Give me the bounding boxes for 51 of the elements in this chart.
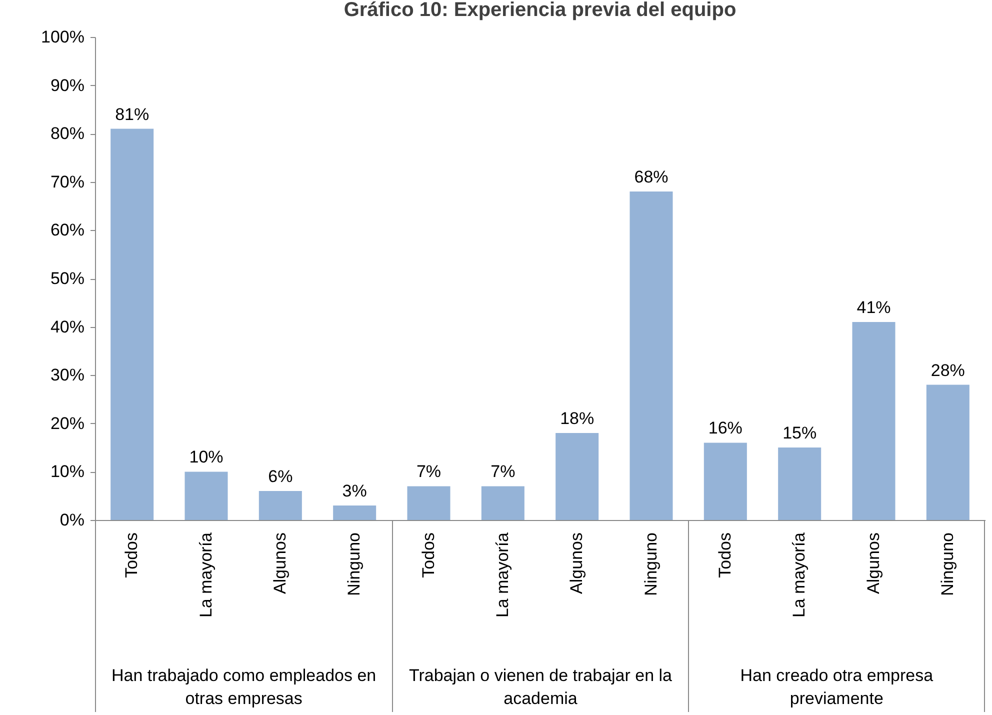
text: Trabajan o vienen de trabajar en la academia xyxy=(408,666,672,708)
x-tick-label: Ninguno xyxy=(344,532,364,596)
x-tick-label: La mayoría xyxy=(492,532,512,618)
data-label: 3% xyxy=(342,482,367,501)
x-tick-label: Algunos xyxy=(270,532,290,594)
x-tick-label: Ninguno xyxy=(641,532,660,596)
y-tick-label: 40% xyxy=(50,317,84,336)
bar xyxy=(556,433,599,520)
data-label: 6% xyxy=(268,467,293,486)
y-tick-label: 30% xyxy=(50,366,84,385)
bar xyxy=(481,486,524,520)
bar xyxy=(704,442,747,520)
bar xyxy=(184,472,228,520)
y-tick-label: 20% xyxy=(50,414,84,433)
y-tick-label: 50% xyxy=(50,269,84,288)
bar xyxy=(407,486,450,520)
data-label: 15% xyxy=(782,424,817,443)
data-label: 41% xyxy=(856,298,891,317)
data-label: 28% xyxy=(930,360,965,380)
bar xyxy=(110,128,154,520)
x-tick-label: La mayoría xyxy=(196,532,216,618)
bar xyxy=(926,384,970,520)
y-tick-label: 70% xyxy=(50,172,84,192)
chart-title: Gráfico 10: Experiencia previa del equipo xyxy=(344,0,736,21)
x-tick-label: La mayoría xyxy=(790,532,809,618)
bar xyxy=(333,506,376,520)
y-tick-label: 60% xyxy=(50,220,84,240)
x-tick-label: Ninguno xyxy=(938,532,957,596)
y-tick-label: 100% xyxy=(41,28,84,46)
data-label: 7% xyxy=(416,462,442,482)
y-tick-label: 80% xyxy=(50,124,84,144)
bar xyxy=(630,192,673,520)
text: Han trabajado como empleados en otras empresas xyxy=(112,666,376,708)
x-tick-label: Algunos xyxy=(864,532,883,594)
y-tick-label: 90% xyxy=(50,76,84,95)
data-label: 10% xyxy=(189,448,224,467)
bar xyxy=(852,322,896,520)
x-tick-label: Algunos xyxy=(567,532,586,594)
bar xyxy=(258,491,302,520)
data-label: 68% xyxy=(634,168,668,187)
x-tick-label: Todos xyxy=(715,532,734,578)
y-tick-label: 10% xyxy=(50,462,84,482)
data-label: 18% xyxy=(560,409,594,428)
data-label: 7% xyxy=(490,462,516,482)
y-tick-label: 0% xyxy=(60,510,84,530)
text: Han creado otra empresa previamente xyxy=(740,666,934,708)
data-label: 16% xyxy=(708,418,742,438)
x-tick-label: Todos xyxy=(418,532,438,578)
data-label: 81% xyxy=(115,104,150,124)
bar xyxy=(778,448,822,520)
x-tick-label: Todos xyxy=(122,532,142,578)
